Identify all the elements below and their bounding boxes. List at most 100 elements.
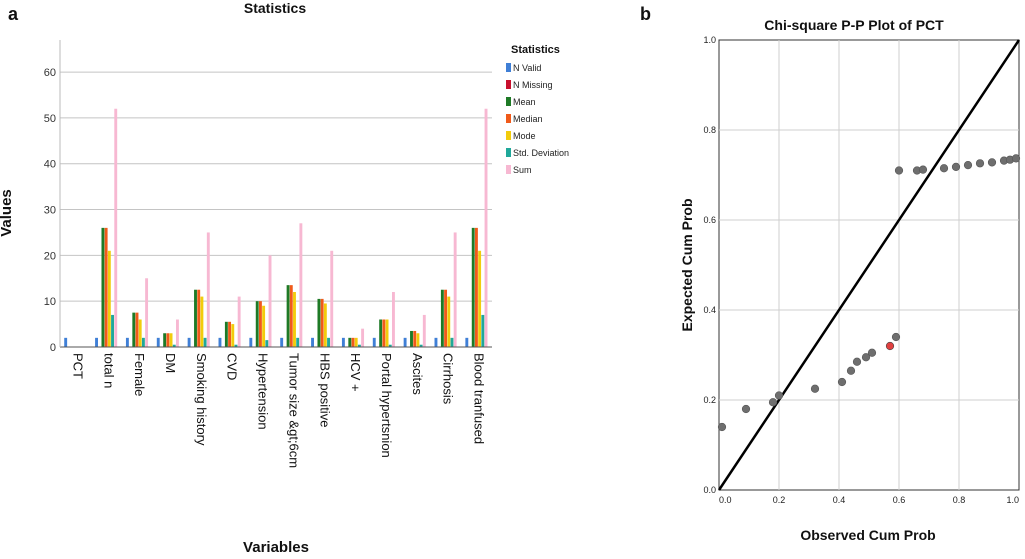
- bar-sum: [392, 292, 395, 347]
- x-tick-label: Smoking history: [194, 353, 209, 446]
- data-point: [963, 161, 973, 170]
- data-point: [846, 366, 856, 375]
- bar-sum: [422, 314, 426, 347]
- pp-plot-title: Chi-square P-P Plot of PCT: [764, 17, 944, 33]
- bar-std-deviation: [296, 337, 300, 347]
- y-tick-label: 1.0: [703, 35, 716, 45]
- bar-n-valid: [311, 337, 314, 347]
- bar-sum: [484, 108, 488, 347]
- legend-swatch: [506, 63, 511, 72]
- bar-std-deviation: [234, 344, 238, 347]
- pp-plot-x-label: Observed Cum Prob: [800, 527, 935, 543]
- bar-median: [382, 319, 386, 347]
- bar-chart-x-label: Variables: [243, 539, 309, 556]
- bar-std-deviation: [481, 314, 485, 347]
- bar-mean: [410, 330, 413, 347]
- bar-sum: [145, 278, 149, 347]
- data-point: [717, 422, 727, 432]
- data-point: [1011, 154, 1021, 163]
- bar-mean: [194, 289, 197, 347]
- bar-chart-title: Statistics: [244, 0, 306, 16]
- y-tick-label: 40: [44, 159, 56, 171]
- bar-chart-legend: Statistics N Valid N Missing Mean Median Mod…: [506, 44, 569, 175]
- bar-mean: [101, 227, 105, 347]
- bar-median: [228, 321, 232, 347]
- panel-label-b: b: [640, 4, 651, 24]
- bar-std-deviation: [357, 344, 361, 347]
- data-point: [894, 166, 904, 175]
- bar-median: [474, 227, 478, 347]
- bar-median: [197, 289, 201, 347]
- pp-plot-grid: [719, 40, 1019, 490]
- bar-mode: [354, 337, 358, 347]
- bar-n-valid: [156, 337, 160, 347]
- bar-chart: Statistics 0 10 20 30 40 50 60 PCT total n Femal…: [0, 0, 569, 556]
- reference-line: [717, 39, 1021, 491]
- bar-chart-y-label: Values: [0, 189, 15, 237]
- data-point: [918, 165, 928, 174]
- data-point: [987, 158, 997, 167]
- data-point: [774, 391, 784, 400]
- bar-mode: [231, 324, 235, 347]
- legend-swatch: [506, 131, 511, 140]
- bar-mode: [416, 333, 420, 347]
- x-tick-label: 0.2: [773, 495, 786, 505]
- x-tick-label: Female: [132, 353, 147, 396]
- x-tick-label: PCT: [70, 353, 85, 379]
- bar-std-deviation: [203, 337, 207, 347]
- bar-n-valid: [187, 337, 191, 347]
- bar-sum: [299, 223, 303, 347]
- bar-sum: [330, 250, 334, 347]
- legend-label: N Valid: [513, 63, 541, 73]
- bar-median: [320, 298, 324, 347]
- bar-sum: [114, 108, 118, 347]
- bar-sum: [453, 232, 457, 347]
- panel-label-a: a: [8, 4, 19, 24]
- bar-chart-x-ticks: PCT total n Female DM Smoking history CVD Hype…: [70, 353, 486, 468]
- x-tick-label: 0.0: [719, 495, 732, 505]
- bar-mode: [107, 250, 111, 347]
- x-tick-label: DM: [163, 353, 178, 373]
- bar-n-valid: [403, 337, 407, 347]
- bar-sum: [361, 328, 365, 347]
- data-point: [810, 384, 820, 393]
- bar-std-deviation: [450, 337, 454, 347]
- legend-swatch: [506, 148, 511, 157]
- data-point: [939, 164, 949, 173]
- legend-label: Median: [513, 114, 543, 124]
- data-point: [891, 332, 901, 342]
- bar-mean: [132, 312, 136, 347]
- bar-mean: [379, 319, 383, 347]
- y-tick-label: 0: [50, 342, 56, 354]
- highlighted-point: [885, 341, 895, 351]
- data-point: [837, 377, 847, 387]
- bar-mode: [169, 333, 173, 347]
- y-tick-label: 0.6: [703, 215, 716, 225]
- bar-mean: [440, 289, 444, 347]
- x-tick-label: CVD: [225, 353, 240, 380]
- bar-mode: [138, 319, 142, 347]
- legend-label: Mean: [513, 97, 536, 107]
- bar-sum: [176, 319, 179, 347]
- bar-median: [258, 301, 262, 347]
- bar-n-valid: [249, 337, 253, 347]
- legend-swatch: [506, 114, 511, 123]
- bar-mean: [471, 227, 475, 347]
- bar-std-deviation: [111, 314, 114, 347]
- x-tick-label: 0.4: [833, 495, 846, 505]
- bar-chart-y-ticks: 0 10 20 30 40 50 60: [44, 67, 56, 354]
- legend-swatch: [506, 80, 511, 89]
- bar-n-valid: [95, 337, 98, 347]
- y-tick-label: 0.8: [703, 125, 716, 135]
- bar-n-valid: [64, 337, 68, 347]
- data-point: [861, 353, 871, 362]
- pp-plot-points: [717, 154, 1021, 432]
- pp-plot-frame: [718, 39, 1020, 491]
- bar-n-valid: [434, 337, 438, 347]
- bar-median: [166, 333, 170, 347]
- bar-sum: [268, 255, 272, 347]
- bar-n-valid: [465, 337, 469, 347]
- x-tick-label: Blood tranfused: [472, 353, 487, 444]
- bar-std-deviation: [172, 344, 176, 347]
